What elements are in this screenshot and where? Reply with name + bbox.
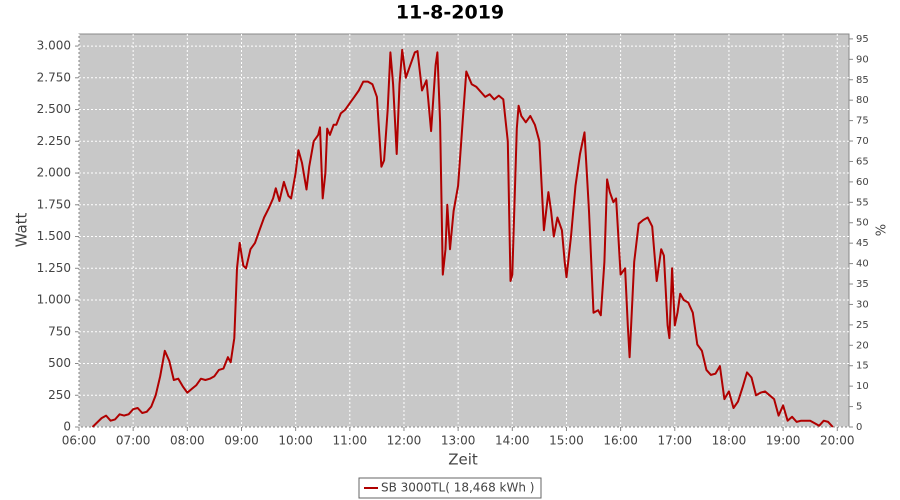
y2-tick-label: 20 xyxy=(856,340,869,351)
x-tick-label: 15:00 xyxy=(549,434,584,448)
y2-tick-label: 10 xyxy=(856,381,869,392)
x-tick-label: 06:00 xyxy=(62,434,97,448)
y-axis-label: Watt xyxy=(13,212,31,247)
y-tick-label: 1.000 xyxy=(37,293,71,307)
y2-tick-label: 35 xyxy=(856,279,869,290)
chart-title: 11-8-2019 xyxy=(396,2,504,24)
y-tick-label: 750 xyxy=(48,324,71,338)
y2-tick-label: 90 xyxy=(856,54,869,65)
x-tick-label: 12:00 xyxy=(387,434,422,448)
x-tick-label: 16:00 xyxy=(603,434,638,448)
legend-label: SB 3000TL( 18,468 kWh ) xyxy=(381,481,534,495)
y-tick-label: 2.500 xyxy=(37,102,71,116)
y-tick-label: 3.000 xyxy=(37,39,71,53)
y2-tick-label: 0 xyxy=(856,422,862,433)
y2-tick-label: 30 xyxy=(856,299,869,310)
y2-tick-label: 95 xyxy=(856,34,869,45)
y-tick-label: 2.750 xyxy=(37,70,71,84)
x-tick-label: 20:00 xyxy=(820,434,855,448)
legend xyxy=(358,477,542,499)
y2-tick-label: 65 xyxy=(856,156,869,167)
x-tick-label: 07:00 xyxy=(116,434,151,448)
y-tick-label: 2.250 xyxy=(37,134,71,148)
y2-tick-label: 15 xyxy=(856,361,869,372)
x-tick-label: 13:00 xyxy=(441,434,476,448)
x-tick-label: 10:00 xyxy=(278,434,313,448)
x-tick-label: 17:00 xyxy=(657,434,692,448)
y2-tick-label: 85 xyxy=(856,75,869,86)
y2-tick-label: 80 xyxy=(856,95,869,106)
x-tick-label: 14:00 xyxy=(495,434,530,448)
x-tick-label: 09:00 xyxy=(224,434,259,448)
y2-tick-label: 55 xyxy=(856,197,869,208)
y-tick-label: 250 xyxy=(48,388,71,402)
x-tick-label: 08:00 xyxy=(170,434,205,448)
y-tick-label: 0 xyxy=(63,420,71,434)
x-tick-label: 11:00 xyxy=(333,434,368,448)
y2-tick-label: 5 xyxy=(856,402,862,413)
y2-tick-label: 75 xyxy=(856,116,869,127)
x-tick-label: 19:00 xyxy=(766,434,801,448)
y2-tick-label: 60 xyxy=(856,177,869,188)
y2-tick-label: 50 xyxy=(856,218,869,229)
x-axis-label: Zeit xyxy=(448,451,478,469)
y-tick-label: 1.500 xyxy=(37,229,71,243)
y2-tick-label: 40 xyxy=(856,259,869,270)
y2-tick-label: 25 xyxy=(856,320,869,331)
y-tick-label: 1.750 xyxy=(37,197,71,211)
y-tick-label: 500 xyxy=(48,356,71,370)
y2-tick-label: 45 xyxy=(856,238,869,249)
y2-tick-label: 70 xyxy=(856,136,869,147)
y-tick-label: 1.250 xyxy=(37,261,71,275)
x-tick-label: 18:00 xyxy=(712,434,747,448)
y-tick-label: 2.000 xyxy=(37,166,71,180)
y2-axis-label: % xyxy=(875,224,890,236)
line-series xyxy=(91,48,834,428)
